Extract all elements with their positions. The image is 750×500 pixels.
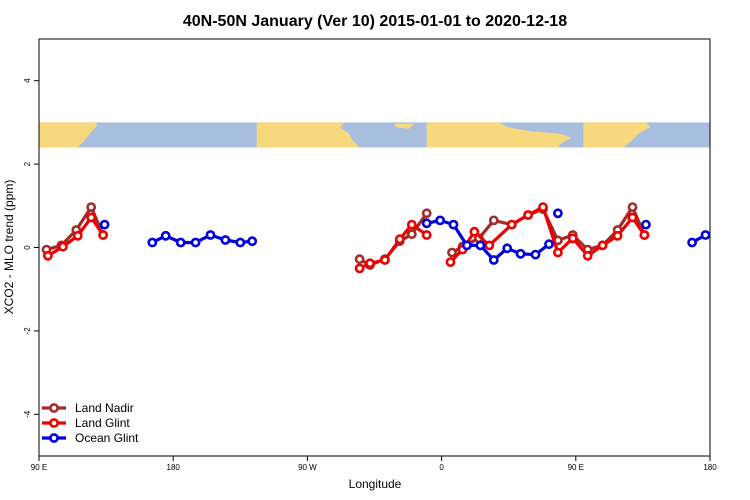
data-point [484, 240, 495, 251]
y-tick-label: 0 [23, 245, 32, 250]
data-point [627, 212, 638, 223]
data-point [530, 249, 541, 260]
data-point [553, 247, 563, 258]
y-tick-label: 4 [23, 78, 32, 83]
data-point [700, 230, 711, 240]
data-point [235, 237, 246, 248]
y-axis-label: XCO2 - MLO trend (ppm) [2, 180, 16, 315]
data-point [639, 230, 650, 240]
data-point [553, 208, 563, 219]
world-map-strip [39, 122, 710, 148]
data-point [394, 234, 405, 245]
data-point [687, 237, 697, 248]
data-point [488, 215, 499, 226]
data-point [515, 248, 526, 259]
y-tick-label: -4 [23, 410, 32, 418]
data-point [582, 250, 593, 261]
legend-marker [49, 403, 59, 413]
data-point [160, 230, 171, 241]
data-point [175, 237, 186, 248]
data-point [435, 215, 445, 226]
legend-label: Land Glint [75, 416, 130, 430]
data-point [406, 229, 417, 240]
series-ocean-glint [99, 208, 711, 265]
map-land-asia-east [583, 122, 651, 148]
data-point [447, 247, 457, 258]
data-point [99, 219, 110, 230]
data-point [612, 230, 623, 241]
legend-label: Ocean Glint [75, 431, 139, 445]
data-point [86, 212, 97, 223]
data-point [421, 208, 432, 219]
data-point [445, 257, 456, 267]
data-point [220, 235, 231, 245]
legend-marker [49, 433, 59, 443]
data-point [147, 237, 158, 248]
data-point [488, 255, 499, 265]
x-tick-label: 90 E [31, 463, 47, 472]
chart-title: 40N-50N January (Ver 10) 2015-01-01 to 2… [183, 13, 567, 30]
data-point [538, 202, 548, 212]
x-tick-label: 180 [167, 463, 181, 472]
data-point [475, 240, 486, 251]
x-tick-label: 180 [703, 463, 717, 472]
data-point [641, 219, 651, 230]
data-point [421, 218, 432, 229]
data-point [469, 226, 480, 237]
data-point [98, 230, 108, 240]
data-point [354, 263, 365, 274]
data-point [406, 219, 417, 230]
data-point [190, 237, 201, 248]
data-point [448, 219, 459, 230]
y-tick-label: -2 [23, 327, 32, 335]
y-tick-label: 2 [23, 161, 32, 166]
data-point [421, 230, 432, 240]
map-land-north-america [256, 122, 360, 148]
data-point [247, 236, 258, 247]
series-layer [41, 202, 711, 274]
data-point [627, 202, 638, 212]
legend-marker [49, 418, 59, 428]
x-axis: 90 E 180 90 W 0 90 E 180 [31, 456, 717, 472]
x-tick-label: 0 [439, 463, 444, 472]
data-point [365, 258, 375, 269]
data-point [597, 240, 608, 251]
map-land-asia-west [39, 122, 98, 148]
data-point [544, 239, 554, 250]
data-point [72, 230, 83, 241]
map-land-caspian-region [525, 136, 546, 143]
series-land-glint [43, 202, 650, 274]
x-tick-label: 90 E [568, 463, 584, 472]
data-point [502, 243, 513, 254]
data-point [86, 202, 97, 212]
data-point [461, 240, 472, 251]
data-point [58, 241, 68, 252]
map-land-greenland [393, 123, 415, 129]
data-point [506, 219, 517, 230]
series-line [426, 218, 550, 262]
data-point [523, 210, 533, 220]
legend-label: Land Nadir [75, 401, 134, 415]
data-point [354, 254, 365, 265]
data-point [567, 233, 578, 244]
x-axis-label: Longitude [349, 477, 402, 491]
data-point [379, 255, 390, 265]
y-axis: -4 -2 0 2 4 [23, 78, 39, 418]
x-tick-label: 90 W [298, 463, 317, 472]
data-point [205, 230, 216, 240]
data-point [43, 250, 53, 261]
